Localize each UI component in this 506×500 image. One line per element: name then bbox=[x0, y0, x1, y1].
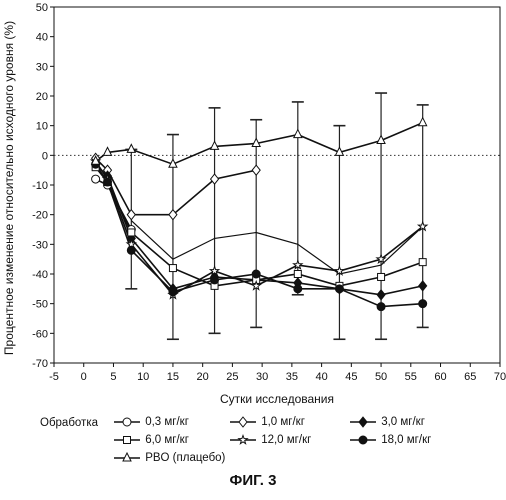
x-tick-label: 40 bbox=[315, 371, 327, 383]
y-tick-label: -50 bbox=[32, 299, 48, 311]
data-point bbox=[169, 288, 177, 296]
data-point bbox=[127, 246, 135, 254]
data-point bbox=[294, 130, 302, 138]
y-tick-label: 30 bbox=[36, 61, 48, 73]
y-tick-label: -40 bbox=[32, 269, 48, 281]
legend-label: 0,3 мг/кг bbox=[142, 416, 189, 428]
x-tick-label: 45 bbox=[345, 371, 357, 383]
series-line-3 bbox=[96, 167, 423, 286]
y-tick-label: -30 bbox=[32, 239, 48, 251]
legend-label: 6,0 мг/кг bbox=[142, 434, 189, 446]
x-tick-label: 20 bbox=[197, 371, 209, 383]
y-axis-label: Процентное изменение относительно исходн… bbox=[2, 21, 16, 355]
y-tick-label: 0 bbox=[42, 150, 48, 162]
legend-label: 18,0 мг/кг bbox=[378, 434, 431, 446]
y-tick-label: 20 bbox=[36, 91, 48, 103]
legend-marker bbox=[228, 434, 258, 446]
error-bar bbox=[250, 120, 262, 328]
plot-frame bbox=[54, 7, 500, 363]
data-point bbox=[169, 210, 177, 220]
legend-label: PBO (плацебо) bbox=[142, 452, 225, 464]
data-point bbox=[169, 265, 176, 272]
legend-marker bbox=[348, 416, 378, 428]
data-point bbox=[377, 290, 385, 300]
legend-marker bbox=[112, 434, 142, 446]
x-tick-label: -5 bbox=[49, 371, 59, 383]
data-point bbox=[127, 144, 135, 152]
legend-label: 1,0 мг/кг bbox=[258, 416, 305, 428]
x-axis-label: Сутки исследования bbox=[220, 392, 334, 406]
data-point bbox=[294, 285, 302, 293]
x-axis-ticks: -5 0 5 10 15 20 25 30 35 40 45 50 55 60 65 70 bbox=[49, 363, 506, 383]
x-tick-label: 0 bbox=[81, 371, 87, 383]
legend-marker bbox=[112, 416, 142, 428]
data-point bbox=[294, 271, 301, 278]
legend-item: 0,3 мг/кг bbox=[112, 416, 189, 428]
legend-item: 3,0 мг/кг bbox=[348, 416, 425, 428]
x-tick-label: 50 bbox=[375, 371, 387, 383]
data-point bbox=[104, 178, 112, 186]
y-tick-label: 50 bbox=[36, 2, 48, 14]
legend-marker bbox=[228, 416, 258, 428]
data-point bbox=[92, 175, 100, 183]
x-tick-label: 25 bbox=[226, 371, 238, 383]
x-tick-label: 35 bbox=[286, 371, 298, 383]
legend-title: Обработка bbox=[40, 417, 98, 429]
data-point bbox=[419, 281, 427, 291]
data-point bbox=[128, 229, 135, 236]
legend-label: 3,0 мг/кг bbox=[378, 416, 425, 428]
error-bar bbox=[333, 126, 345, 340]
y-tick-label: -60 bbox=[32, 328, 48, 340]
data-point bbox=[419, 259, 426, 266]
data-point bbox=[335, 285, 343, 293]
y-axis-ticks: -70 -60 -50 -40 -30 -20 -10 0 10 20 30 40 50 bbox=[32, 2, 54, 370]
plot-area-border bbox=[54, 7, 500, 363]
error-bar bbox=[417, 105, 429, 328]
legend-item: 18,0 мг/кг bbox=[348, 434, 431, 446]
x-tick-label: 5 bbox=[110, 371, 116, 383]
x-tick-label: 30 bbox=[256, 371, 268, 383]
x-tick-label: 65 bbox=[464, 371, 476, 383]
data-point bbox=[378, 273, 385, 280]
legend-item: 6,0 мг/кг bbox=[112, 434, 189, 446]
y-tick-label: 40 bbox=[36, 32, 48, 44]
y-tick-label: -70 bbox=[32, 358, 48, 370]
y-tick-label: -20 bbox=[32, 210, 48, 222]
x-tick-label: 10 bbox=[137, 371, 149, 383]
x-tick-label: 55 bbox=[405, 371, 417, 383]
y-tick-label: -10 bbox=[32, 180, 48, 192]
y-tick-label: 10 bbox=[36, 121, 48, 133]
x-tick-label: 15 bbox=[167, 371, 179, 383]
legend-item: 12,0 мг/кг bbox=[228, 434, 311, 446]
legend-label: 12,0 мг/кг bbox=[258, 434, 311, 446]
data-point bbox=[252, 165, 260, 175]
x-tick-label: 70 bbox=[494, 371, 506, 383]
legend-item: 1,0 мг/кг bbox=[228, 416, 305, 428]
figure-label: ФИГ. 3 bbox=[0, 472, 506, 489]
legend-marker bbox=[348, 434, 378, 446]
legend-marker bbox=[112, 452, 142, 464]
data-point bbox=[377, 303, 385, 311]
x-tick-label: 60 bbox=[434, 371, 446, 383]
data-point bbox=[419, 300, 427, 308]
legend-item: PBO (плацебо) bbox=[112, 452, 225, 464]
data-point bbox=[252, 270, 260, 278]
data-point bbox=[211, 276, 219, 284]
data-point bbox=[419, 118, 427, 126]
